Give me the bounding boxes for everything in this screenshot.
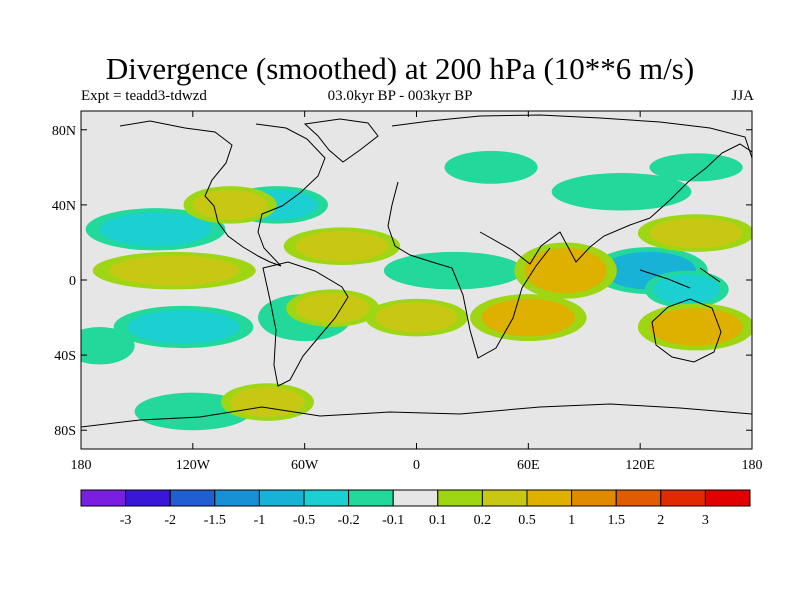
season-label: JJA <box>731 88 754 104</box>
divergence-feature <box>653 274 721 305</box>
x-tick-label: 120W <box>176 458 211 473</box>
y-tick-label: 80S <box>54 424 76 439</box>
colorbar-label: -0.2 <box>338 513 360 528</box>
colorbar-label: -1.5 <box>204 513 226 528</box>
divergence-feature <box>108 255 240 286</box>
colorbar-swatch <box>80 489 127 507</box>
colorbar-swatch <box>526 489 573 507</box>
colorbar-label: 0.1 <box>429 513 447 528</box>
colorbar-swatch <box>660 489 706 507</box>
colorbar-swatch <box>437 489 483 507</box>
divergence-feature <box>375 302 458 333</box>
divergence-feature <box>649 308 743 346</box>
divergence-feature <box>481 298 575 337</box>
colorbar-label: 0.2 <box>474 513 492 528</box>
divergence-feature <box>295 231 389 262</box>
colorbar-label: 2 <box>657 513 664 528</box>
x-tick-label: 0 <box>413 458 420 473</box>
y-tick-label: 0 <box>69 274 76 289</box>
colorbar: -3 -2 -1.5 -1 -0.5 -0.2 -0.1 0.1 0.2 0.5 1 1.5 2 3 <box>80 489 751 528</box>
colorbar-label: -3 <box>120 513 132 528</box>
coast-south-america <box>262 261 349 387</box>
colorbar-swatch <box>615 489 662 507</box>
x-tick-label: 180 <box>742 458 763 473</box>
coast-maritime-islands <box>639 267 721 289</box>
coast-greenland <box>303 118 379 163</box>
colorbar-swatch <box>258 489 305 507</box>
colorbar-swatch <box>214 489 260 507</box>
divergence-feature <box>649 218 743 249</box>
colorbar-label: 1.5 <box>607 513 625 528</box>
divergence-field <box>81 150 752 431</box>
coast-east-asia <box>649 143 752 219</box>
colorbar-swatch <box>481 489 528 507</box>
coast-antarctica <box>81 403 752 428</box>
divergence-feature <box>397 255 510 286</box>
divergence-feature <box>192 189 268 220</box>
colorbar-swatch <box>169 489 216 507</box>
coast-eurasia <box>391 114 752 159</box>
coast-north-america <box>119 120 282 267</box>
colorbar-swatch <box>704 489 751 507</box>
coast-arabia-india <box>479 217 651 265</box>
colorbar-label: -1 <box>254 513 266 528</box>
colorbar-label: 3 <box>702 513 709 528</box>
coastlines <box>81 114 752 428</box>
colorbar-swatch <box>392 489 439 507</box>
experiment-label: Expt = teadd3-tdwzd <box>81 88 207 104</box>
y-tick-label: 40S <box>54 349 76 364</box>
coast-north-america-east <box>255 123 326 267</box>
y-tick-label: 80N <box>52 124 76 139</box>
divergence-feature <box>230 387 305 418</box>
divergence-feature <box>524 248 607 294</box>
colorbar-swatch <box>125 489 171 507</box>
coast-europe-africa <box>387 181 551 359</box>
colorbar-label: -2 <box>164 513 176 528</box>
x-tick-label: 60E <box>517 458 540 473</box>
y-tick-label: 40N <box>52 199 76 214</box>
divergence-feature <box>127 310 240 344</box>
map-axes: 180 120W 60W 0 60E 120E 180 80N 40N 0 40S 80S <box>52 111 763 473</box>
divergence-feature <box>453 154 529 181</box>
colorbar-label: 0.5 <box>518 513 536 528</box>
x-tick-label: 180 <box>71 458 92 473</box>
colorbar-swatch <box>571 489 617 507</box>
divergence-feature <box>658 156 734 179</box>
colorbar-label: -0.1 <box>382 513 404 528</box>
colorbar-label: -0.5 <box>293 513 315 528</box>
divergence-feature <box>295 293 370 324</box>
map-plot-area <box>80 110 753 450</box>
divergence-feature <box>565 176 678 207</box>
colorbar-label: 1 <box>568 513 575 528</box>
x-tick-label: 60W <box>291 458 319 473</box>
divergence-feature <box>81 330 128 361</box>
colorbar-swatch <box>348 489 394 507</box>
colorbar-swatch <box>303 489 350 507</box>
x-tick-label: 120E <box>625 458 655 473</box>
time-range-label: 03.0kyr BP - 003kyr BP <box>327 88 473 104</box>
divergence-feature <box>99 212 212 247</box>
chart-title: Divergence (smoothed) at 200 hPa (10**6 … <box>105 51 695 86</box>
coast-australia <box>651 298 722 363</box>
